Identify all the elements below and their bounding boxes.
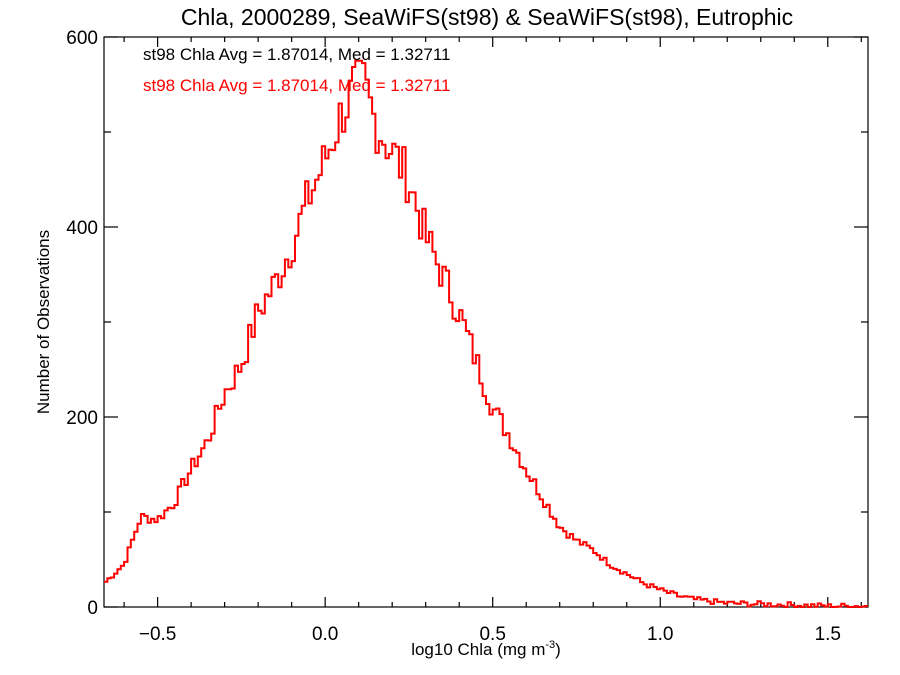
y-axis-label: Number of Observations xyxy=(34,230,53,414)
x-tick-label: 0.5 xyxy=(479,624,505,645)
y-tick-label: 400 xyxy=(66,218,98,239)
axis-ticks: −0.5 0.0 0.5 1.0 1.5 0 200 400 600 xyxy=(66,28,868,645)
x-tick-label: 1.5 xyxy=(815,624,841,645)
x-tick-label: 1.0 xyxy=(647,624,673,645)
x-axis-label-suffix: ) xyxy=(555,640,561,659)
annotation-red: st98 Chla Avg = 1.87014, Med = 1.32711 xyxy=(143,76,451,95)
y-tick-label: 0 xyxy=(87,598,98,619)
plot-frame xyxy=(103,36,869,608)
x-tick-label: −0.5 xyxy=(139,624,177,645)
annotation-black: st98 Chla Avg = 1.87014, Med = 1.32711 xyxy=(143,45,451,64)
x-axis-label-sup: -3 xyxy=(545,639,555,651)
x-axis-label-main: log10 Chla (mg m xyxy=(411,640,545,659)
x-axis-label: log10 Chla (mg m-3) xyxy=(411,639,561,659)
y-tick-label: 200 xyxy=(66,408,98,429)
histogram-series-line xyxy=(104,59,868,608)
chart-title: Chla, 2000289, SeaWiFS(st98) & SeaWiFS(s… xyxy=(181,4,793,30)
x-tick-label: 0.0 xyxy=(312,624,338,645)
y-tick-label: 600 xyxy=(66,28,98,49)
